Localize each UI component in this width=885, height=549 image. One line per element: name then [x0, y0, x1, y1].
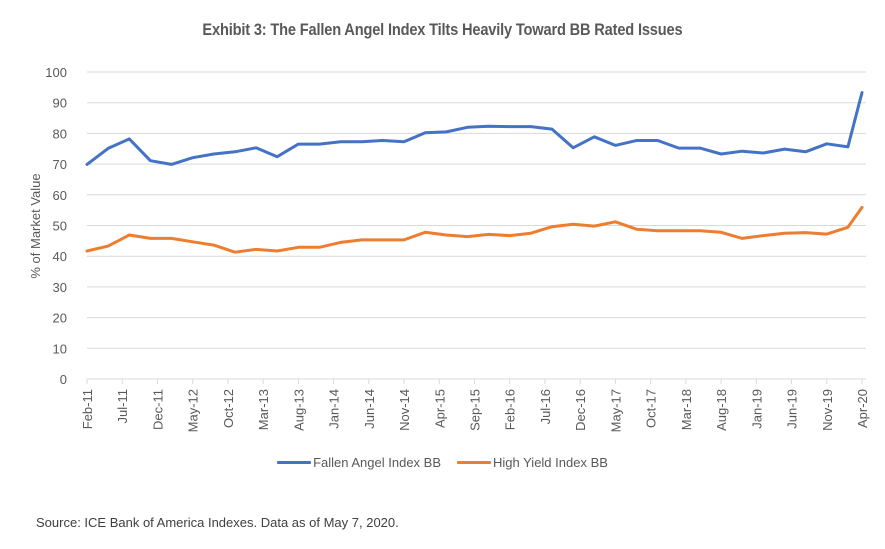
legend-item-fallen-angel[interactable]: Fallen Angel Index BB: [277, 455, 441, 470]
series-line-fallen-angel: [85, 91, 864, 166]
legend-swatch-high-yield: [457, 461, 491, 464]
x-tick-label: Dec-11: [150, 389, 165, 430]
x-tick-label: Mar-13: [256, 389, 271, 430]
y-axis-label: % of Market Value: [28, 173, 43, 278]
x-tick-label: May-17: [608, 389, 623, 432]
x-tick-label: Apr-20: [855, 389, 870, 428]
x-tick-label: Jul-16: [538, 389, 553, 424]
gridlines: [87, 71, 866, 349]
x-tick-label: Jan-19: [749, 389, 764, 429]
x-tick-label: Jan-14: [327, 389, 342, 429]
source-note: Source: ICE Bank of America Indexes. Dat…: [36, 515, 399, 530]
legend-label-fallen-angel: Fallen Angel Index BB: [313, 455, 441, 470]
y-tick-label: 0: [60, 372, 67, 387]
x-tick-label: Nov-14: [397, 389, 412, 431]
y-tick-label: 60: [53, 188, 67, 203]
x-tick-label: Mar-18: [679, 389, 694, 430]
legend: Fallen Angel Index BB High Yield Index B…: [0, 455, 885, 470]
legend-label-high-yield: High Yield Index BB: [493, 455, 608, 470]
chart-title: Exhibit 3: The Fallen Angel Index Tilts …: [202, 20, 683, 39]
x-tick-label: Dec-16: [573, 389, 588, 431]
y-tick-label: 70: [53, 157, 67, 172]
x-tick-label: Aug-13: [291, 389, 306, 431]
x-tick-label: Jun-14: [362, 389, 377, 429]
y-tick-label: 30: [53, 280, 67, 295]
y-tick-label: 50: [53, 219, 67, 234]
y-tick-label: 20: [53, 311, 67, 326]
series-lines: [85, 91, 864, 254]
x-tick-label: Apr-15: [432, 389, 447, 428]
x-tick-label: Oct-12: [221, 389, 236, 428]
x-tick-label: Jul-11: [115, 389, 130, 423]
y-tick-label: 10: [53, 341, 67, 356]
legend-item-high-yield[interactable]: High Yield Index BB: [457, 455, 608, 470]
x-tick-label: Jun-19: [785, 389, 800, 429]
y-axis-ticks: 0 10 20 30 40 50 60 70 80 90 100: [45, 65, 67, 387]
y-tick-label: 80: [53, 126, 67, 141]
y-tick-label: 40: [53, 249, 67, 264]
y-tick-label: 90: [53, 96, 67, 111]
x-tick-label: Feb-11: [80, 389, 95, 429]
y-tick-label: 100: [45, 65, 67, 80]
x-tick-label: Nov-19: [820, 389, 835, 431]
x-tick-label: Oct-17: [644, 389, 659, 428]
x-tick-label: May-12: [186, 389, 201, 432]
x-tick-label: Sep-15: [468, 389, 483, 431]
x-tick-label: Aug-18: [714, 389, 729, 431]
x-tick-label: Feb-16: [503, 389, 518, 430]
x-axis-ticks: Feb-11 Jul-11 Dec-11 May-12 Oct-12 Mar-13 Aug-…: [80, 379, 870, 432]
series-line-high-yield: [85, 205, 864, 254]
legend-swatch-fallen-angel: [277, 461, 312, 464]
